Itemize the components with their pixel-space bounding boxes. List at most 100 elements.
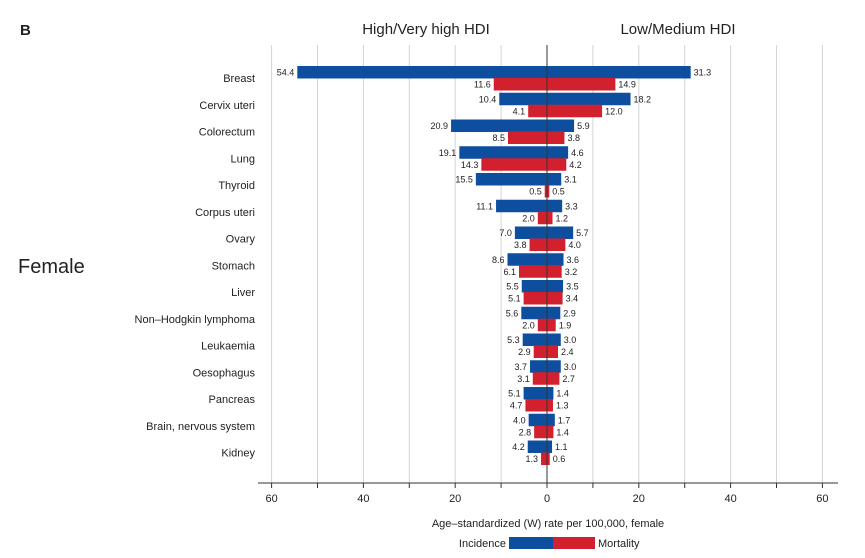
bar-incidence-low-hdi: [547, 280, 564, 293]
value-label-mortality-low-hdi: 4.0: [568, 240, 581, 250]
bar-mortality-low-hdi: [547, 211, 553, 225]
value-label-mortality-high-hdi: 3.8: [514, 240, 527, 250]
value-label-mortality-high-hdi: 4.7: [510, 401, 523, 411]
panel-label: B: [20, 22, 31, 39]
value-label-incidence-high-hdi: 20.9: [431, 121, 449, 131]
bar-incidence-low-hdi: [547, 253, 564, 266]
x-axis: 60 40 20 0 20 40 60: [258, 45, 838, 505]
value-label-incidence-low-hdi: 3.0: [564, 362, 577, 372]
bar-incidence-high-hdi: [297, 66, 547, 79]
legend-swatch-mortality: [553, 537, 595, 549]
bar-mortality-high-hdi: [534, 425, 547, 439]
bar-mortality-high-hdi: [519, 265, 547, 278]
value-label-mortality-low-hdi: 12.0: [605, 106, 623, 116]
value-label-incidence-high-hdi: 5.3: [507, 335, 520, 345]
bar-mortality-low-hdi: [547, 265, 562, 278]
x-tick-label: 40: [357, 493, 369, 505]
bar-mortality-low-hdi: [547, 372, 560, 385]
value-label-mortality-high-hdi: 2.0: [522, 320, 535, 330]
bar-incidence-high-hdi: [523, 387, 547, 400]
bar-incidence-low-hdi: [547, 66, 691, 79]
bar-incidence-low-hdi: [547, 413, 555, 427]
value-label-mortality-low-hdi: 1.4: [556, 427, 569, 437]
bar-mortality-high-hdi: [493, 78, 547, 91]
bar-mortality-low-hdi: [547, 425, 554, 439]
value-label-mortality-low-hdi: 14.9: [618, 80, 636, 90]
bar-incidence-high-hdi: [521, 280, 547, 293]
value-label-mortality-low-hdi: 0.5: [552, 187, 565, 197]
category-label: Pancreas: [209, 394, 256, 406]
value-label-mortality-high-hdi: 2.9: [518, 347, 531, 357]
value-label-incidence-high-hdi: 10.4: [479, 94, 497, 104]
legend-label-incidence: Incidence: [459, 538, 506, 550]
bar-incidence-high-hdi: [528, 413, 547, 427]
legend: Incidence Mortality: [459, 537, 640, 550]
bar-incidence-low-hdi: [547, 146, 569, 159]
x-tick-label: 60: [265, 493, 277, 505]
bar-mortality-low-hdi: [547, 399, 553, 412]
category-label: Stomach: [212, 260, 255, 272]
value-label-mortality-high-hdi: 11.6: [474, 80, 491, 90]
value-label-mortality-high-hdi: 2.0: [522, 213, 535, 223]
category-label: Non–Hodgkin lymphoma: [135, 314, 256, 326]
bar-mortality-low-hdi: [547, 131, 565, 144]
category-label: Lung: [231, 153, 255, 165]
value-label-incidence-high-hdi: 8.6: [492, 255, 505, 265]
bar-mortality-low-hdi: [547, 452, 550, 465]
value-labels-group: 54.4 31.3 11.6 14.9 10.4 18.2 4.1 12.0 20.9 5.9 8.…: [277, 68, 711, 465]
bar-mortality-high-hdi: [541, 452, 547, 465]
bar-mortality-low-hdi: [547, 185, 550, 198]
category-labels-group: Breast Cervix uteri Colorectum Lung Thyroid C…: [135, 73, 256, 460]
bar-mortality-high-hdi: [533, 345, 547, 358]
value-label-incidence-low-hdi: 3.5: [566, 282, 579, 292]
category-label: Kidney: [221, 448, 255, 460]
value-label-mortality-high-hdi: 14.3: [461, 160, 479, 170]
bar-incidence-high-hdi: [496, 199, 547, 213]
value-label-mortality-high-hdi: 8.5: [492, 133, 505, 143]
value-label-incidence-high-hdi: 4.2: [512, 442, 525, 452]
bar-mortality-high-hdi: [537, 211, 547, 225]
bar-incidence-high-hdi: [451, 119, 547, 132]
bar-incidence-low-hdi: [547, 360, 561, 373]
left-panel-title: High/Very high HDI: [362, 21, 490, 38]
bar-incidence-low-hdi: [547, 199, 563, 213]
bar-incidence-high-hdi: [530, 360, 547, 373]
value-label-incidence-low-hdi: 4.6: [571, 148, 584, 158]
value-label-mortality-high-hdi: 0.5: [529, 187, 542, 197]
bar-incidence-low-hdi: [547, 92, 631, 106]
category-label: Corpus uteri: [195, 207, 255, 219]
value-label-incidence-high-hdi: 4.0: [513, 415, 526, 425]
bar-incidence-high-hdi: [514, 226, 547, 239]
bar-incidence-low-hdi: [547, 333, 561, 346]
value-label-mortality-low-hdi: 0.6: [553, 454, 566, 464]
value-label-incidence-low-hdi: 1.1: [555, 442, 568, 452]
value-label-mortality-low-hdi: 2.4: [561, 347, 574, 357]
x-tick-label: 20: [633, 493, 645, 505]
bar-mortality-low-hdi: [547, 318, 556, 332]
value-label-mortality-high-hdi: 1.3: [526, 454, 539, 464]
bar-incidence-low-hdi: [547, 173, 562, 186]
gridlines: [271, 45, 823, 483]
bar-mortality-high-hdi: [544, 185, 547, 198]
x-tick-label: 40: [724, 493, 736, 505]
bar-mortality-low-hdi: [547, 158, 567, 171]
value-label-incidence-high-hdi: 54.4: [277, 68, 295, 78]
category-label: Cervix uteri: [199, 100, 255, 112]
side-label: Female: [18, 256, 85, 278]
bar-mortality-high-hdi: [507, 131, 547, 144]
value-label-mortality-low-hdi: 4.2: [569, 160, 582, 170]
value-label-incidence-high-hdi: 11.1: [476, 201, 493, 211]
category-label: Liver: [231, 287, 255, 299]
bar-mortality-high-hdi: [523, 292, 547, 305]
value-label-mortality-low-hdi: 3.8: [567, 133, 580, 143]
bars-group: [297, 66, 691, 465]
bar-mortality-high-hdi: [537, 318, 547, 332]
bar-mortality-high-hdi: [528, 104, 547, 118]
value-label-mortality-low-hdi: 3.2: [565, 267, 578, 277]
value-label-incidence-low-hdi: 1.7: [558, 415, 571, 425]
bar-incidence-high-hdi: [527, 440, 547, 453]
bar-incidence-low-hdi: [547, 440, 553, 453]
value-label-incidence-low-hdi: 5.7: [576, 228, 589, 238]
value-label-mortality-high-hdi: 5.1: [508, 294, 521, 304]
value-label-incidence-high-hdi: 5.5: [506, 282, 519, 292]
